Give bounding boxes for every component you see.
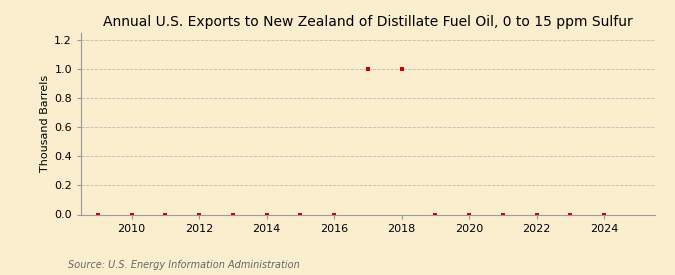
Text: Source: U.S. Energy Information Administration: Source: U.S. Energy Information Administ… [68,260,299,270]
Y-axis label: Thousand Barrels: Thousand Barrels [40,75,50,172]
Title: Annual U.S. Exports to New Zealand of Distillate Fuel Oil, 0 to 15 ppm Sulfur: Annual U.S. Exports to New Zealand of Di… [103,15,632,29]
